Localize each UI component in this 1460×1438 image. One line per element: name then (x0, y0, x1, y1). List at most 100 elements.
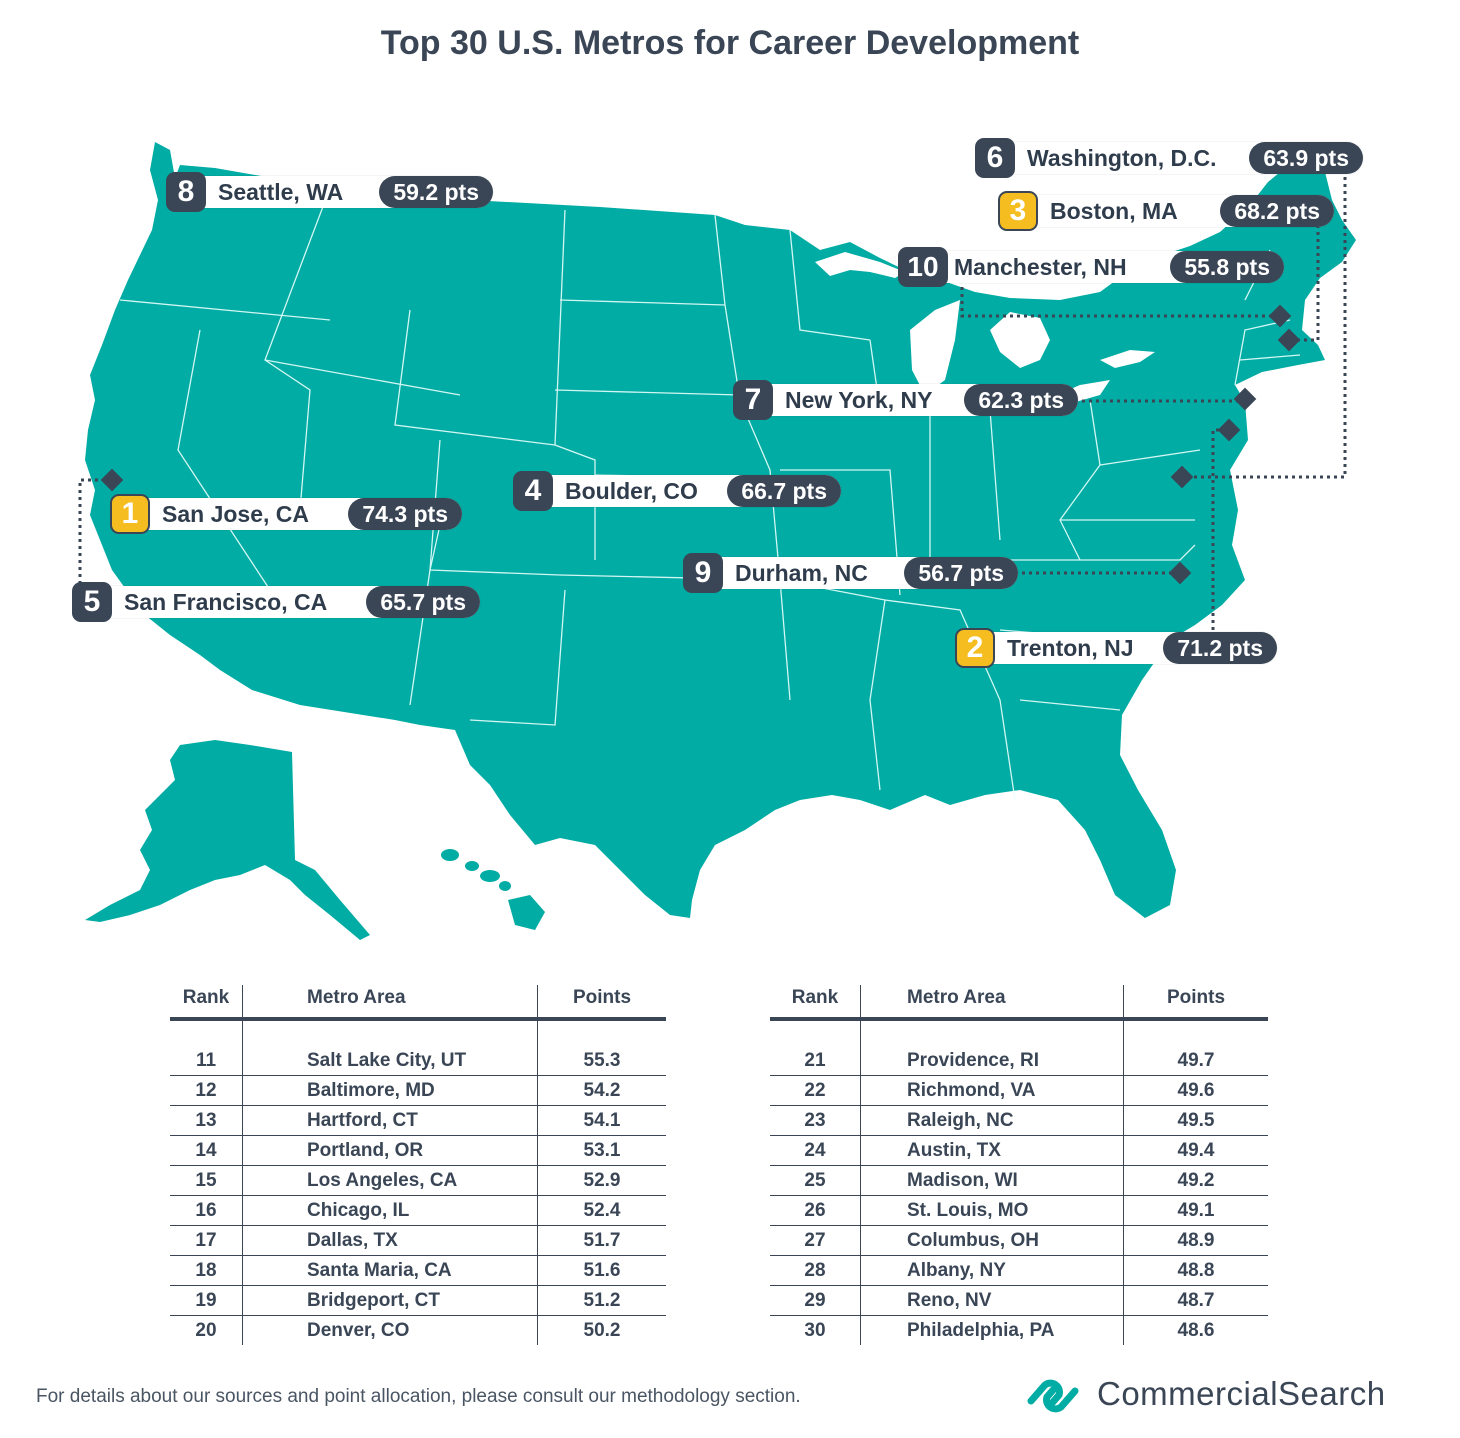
points-pill: 74.3 pts (348, 498, 462, 530)
table-row: 29 Reno, NV 48.7 (770, 1285, 1268, 1316)
rank-cell: 13 (170, 1105, 243, 1136)
city-name: Boston, MA (1050, 198, 1178, 224)
metro-cell: Reno, NV (860, 1285, 1124, 1316)
rank-badge: 9 (683, 553, 723, 593)
rank-cell: 24 (770, 1135, 861, 1166)
page-title: Top 30 U.S. Metros for Career Developmen… (380, 24, 1080, 62)
metro-cell: Dallas, TX (242, 1225, 538, 1256)
metro-cell: Columbus, OH (860, 1225, 1124, 1256)
rank-cell: 23 (770, 1105, 861, 1136)
table-row: 21 Providence, RI 49.7 (770, 1046, 1268, 1076)
label-rank-3: 3 Boston, MA 68.2 pts (998, 191, 1334, 231)
location-markers (100, 304, 1301, 585)
city-name: Seattle, WA (218, 179, 344, 205)
header-rank: Rank (170, 985, 243, 1021)
brand-name: CommercialSearch (1097, 1375, 1386, 1412)
rank-badge: 7 (733, 380, 773, 420)
rank-cell: 28 (770, 1255, 861, 1286)
rank-cell: 18 (170, 1255, 243, 1286)
points-cell: 48.6 (1177, 1319, 1215, 1341)
map-land (85, 142, 1356, 940)
metro-cell: Madison, WI (860, 1165, 1124, 1196)
label-rank-6: 6 Washington, D.C. 63.9 pts (975, 138, 1363, 178)
table-row: 23 Raleigh, NC 49.5 (770, 1105, 1268, 1136)
label-rank-10: 10 Manchester, NH 55.8 pts (898, 247, 1284, 287)
metro-cell: St. Louis, MO (860, 1195, 1124, 1226)
rank-cell: 16 (170, 1195, 243, 1226)
points-cell: 50.2 (583, 1319, 621, 1341)
header-metro: Metro Area (242, 985, 538, 1021)
rankings-table-right: Rank Metro Area Points 21 Providence, RI 4… (770, 985, 1268, 1345)
points-pill: 65.7 pts (366, 586, 480, 618)
points-cell: 48.9 (1123, 1225, 1268, 1256)
methodology-note: For details about our sources and point … (36, 1386, 801, 1407)
metro-cell: Richmond, VA (860, 1075, 1124, 1106)
rank-cell: 27 (770, 1225, 861, 1256)
table-row: 16 Chicago, IL 52.4 (170, 1195, 666, 1226)
rank-cell: 14 (170, 1135, 243, 1166)
metro-cell: Salt Lake City, UT (242, 1046, 538, 1076)
metro-cell: Albany, NY (860, 1255, 1124, 1286)
points-cell: 51.2 (537, 1285, 666, 1316)
rank-badge: 5 (72, 582, 112, 622)
points-pill: 55.8 pts (1170, 251, 1284, 283)
rank-badge: 2 (955, 628, 995, 668)
marker-san-jose (100, 468, 124, 492)
points-pill: 59.2 pts (379, 176, 493, 208)
rank-cell: 19 (170, 1285, 243, 1316)
marker-washington (1170, 465, 1194, 489)
points-pill: 56.7 pts (904, 557, 1018, 589)
points-pill: 62.3 pts (964, 384, 1078, 416)
points-cell: 49.7 (1123, 1046, 1268, 1076)
label-rank-4: 4 Boulder, CO 66.7 pts (513, 471, 841, 511)
points-cell: 54.2 (537, 1075, 666, 1106)
points-cell: 48.7 (1123, 1285, 1268, 1316)
alaska-shape (85, 740, 370, 940)
rank-cell: 21 (770, 1046, 861, 1076)
metro-cell: Portland, OR (242, 1135, 538, 1166)
table-row: 26 St. Louis, MO 49.1 (770, 1195, 1268, 1226)
rank-cell: 22 (770, 1075, 861, 1106)
connector-washington (1183, 170, 1347, 479)
city-name: Manchester, NH (954, 254, 1127, 280)
rank-cell: 30 (770, 1315, 861, 1345)
great-lakes (815, 252, 1155, 405)
metro-cell: Los Angeles, CA (242, 1165, 538, 1196)
label-rank-7: 7 New York, NY 62.3 pts (733, 380, 1078, 420)
city-name: San Francisco, CA (124, 589, 328, 615)
rank-badge: 4 (513, 471, 553, 511)
brand-logo[interactable]: CommercialSearch (1023, 1373, 1385, 1419)
metro-cell: Hartford, CT (242, 1105, 538, 1136)
header-metro: Metro Area (860, 985, 1124, 1021)
metro-cell: Santa Maria, CA (242, 1255, 538, 1286)
table-row: 24 Austin, TX 49.4 (770, 1135, 1268, 1166)
metro-cell: Austin, TX (860, 1135, 1124, 1166)
city-name: Boulder, CO (565, 478, 698, 504)
points-cell: 55.3 (537, 1046, 666, 1076)
rank-cell: 12 (170, 1075, 243, 1106)
table-row: 15 Los Angeles, CA 52.9 (170, 1165, 666, 1196)
points-cell: 52.9 (537, 1165, 666, 1196)
points-cell: 54.1 (537, 1105, 666, 1136)
points-cell: 53.1 (537, 1135, 666, 1166)
rank-cell: 29 (770, 1285, 861, 1316)
label-rank-9: 9 Durham, NC 56.7 pts (683, 553, 1018, 593)
rankings-table-left: Rank Metro Area Points 11 Salt Lake City,… (170, 985, 666, 1345)
us-map (78, 142, 1356, 940)
metro-cell: Baltimore, MD (242, 1075, 538, 1106)
rank-cell: 20 (170, 1315, 243, 1345)
metro-cell: Chicago, IL (242, 1195, 538, 1226)
marker-boston (1277, 328, 1301, 352)
table-row: 20 Denver, CO 50.2 (170, 1315, 666, 1345)
header-rank: Rank (770, 985, 861, 1021)
table-row: 12 Baltimore, MD 54.2 (170, 1075, 666, 1106)
marker-new-york (1233, 387, 1257, 411)
points-cell: 48.8 (1123, 1255, 1268, 1286)
points-cell: 49.5 (1123, 1105, 1268, 1136)
metro-cell: Bridgeport, CT (242, 1285, 538, 1316)
rank-cell: 26 (770, 1195, 861, 1226)
chain-link-logo-icon (1027, 1379, 1079, 1413)
points-cell: 49.6 (1123, 1075, 1268, 1106)
marker-durham (1168, 561, 1192, 585)
city-name: New York, NY (785, 387, 933, 413)
